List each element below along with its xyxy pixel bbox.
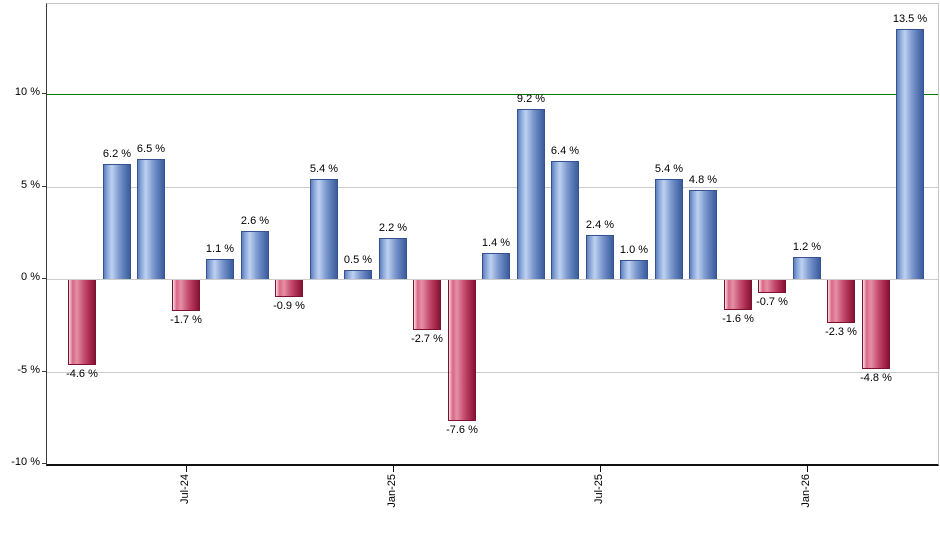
bar-value-label: -2.7 % [411,333,443,345]
bar-10 [379,238,407,279]
bar-value-label: 6.2 % [102,148,132,160]
bar-19 [689,190,717,279]
y-axis-tick [42,93,46,94]
bar-15 [551,161,579,279]
bar-5 [206,259,234,279]
x-axis-tick [807,466,808,472]
bar-14 [517,109,545,279]
bar-20 [724,280,752,310]
y-axis-tick [42,463,46,464]
x-axis-label: Jul-25 [593,474,605,504]
bar-value-label: 9.2 % [516,93,546,105]
x-axis-label: Jul-24 [179,474,191,504]
bar-12 [448,280,476,421]
y-axis-label: 5 % [21,179,40,191]
bar-18 [655,179,683,279]
bar-value-label: 5.4 % [309,163,339,175]
y-axis-tick [42,186,46,187]
bar-1 [68,280,96,365]
bar-value-label: 6.4 % [550,145,580,157]
bar-23 [827,280,855,323]
bar-value-label: -0.7 % [756,296,788,308]
bar-value-label: 2.6 % [240,215,270,227]
y-axis-tick [42,371,46,372]
bar-value-label: -2.3 % [825,326,857,338]
gridline--5 [47,372,938,373]
bar-4 [172,280,200,311]
bar-value-label: -7.6 % [446,424,478,436]
plot-area: -4.6 % 6.2 % 6.5 % -1.7 % 1.1 % 2.6 % -0.9 % 5.… [46,3,939,508]
bar-value-label: 0.5 % [343,254,373,266]
x-axis-tick [186,466,187,472]
y-axis-tick [42,278,46,279]
bar-value-label: 1.2 % [792,241,822,253]
bar-17 [620,260,648,279]
threshold-line-10pct [47,94,938,95]
bar-24 [862,280,890,369]
bar-value-label: -4.8 % [860,372,892,384]
gridline-0 [47,279,938,280]
y-axis-label: 0 % [21,271,40,283]
bar-value-label: -0.9 % [273,300,305,312]
bar-value-label: -1.7 % [170,314,202,326]
bar-22 [793,257,821,279]
bar-9 [344,270,372,279]
gridline-5 [47,187,938,188]
bar-value-label: 13.5 % [892,13,928,25]
bar-value-label: 2.2 % [378,222,408,234]
bar-25 [896,29,924,279]
bar-value-label: 2.4 % [585,219,615,231]
x-axis-tick [600,466,601,472]
bar-value-label: 1.4 % [481,237,511,249]
bar-6 [241,231,269,279]
bar-8 [310,179,338,279]
bar-value-label: 1.1 % [205,243,235,255]
bar-2 [103,164,131,279]
bar-21 [758,280,786,293]
bar-value-label: 6.5 % [136,143,166,155]
bar-3 [137,159,165,279]
bar-7 [275,280,303,297]
bar-value-label: 5.4 % [654,163,684,175]
x-axis-tick [393,466,394,472]
x-axis-label: Jan-26 [800,474,812,508]
bar-value-label: -1.6 % [722,313,754,325]
bar-13 [482,253,510,279]
y-axis-label: -5 % [17,364,40,376]
bar-11 [413,280,441,330]
bar-value-label: 1.0 % [619,244,649,256]
y-axis-label: 10 % [14,86,40,98]
x-axis-label: Jan-25 [386,474,398,508]
bar-value-label: 4.8 % [688,174,718,186]
y-axis-label: -10 % [11,456,40,468]
bar-16 [586,235,614,279]
bar-value-label: -4.6 % [66,368,98,380]
